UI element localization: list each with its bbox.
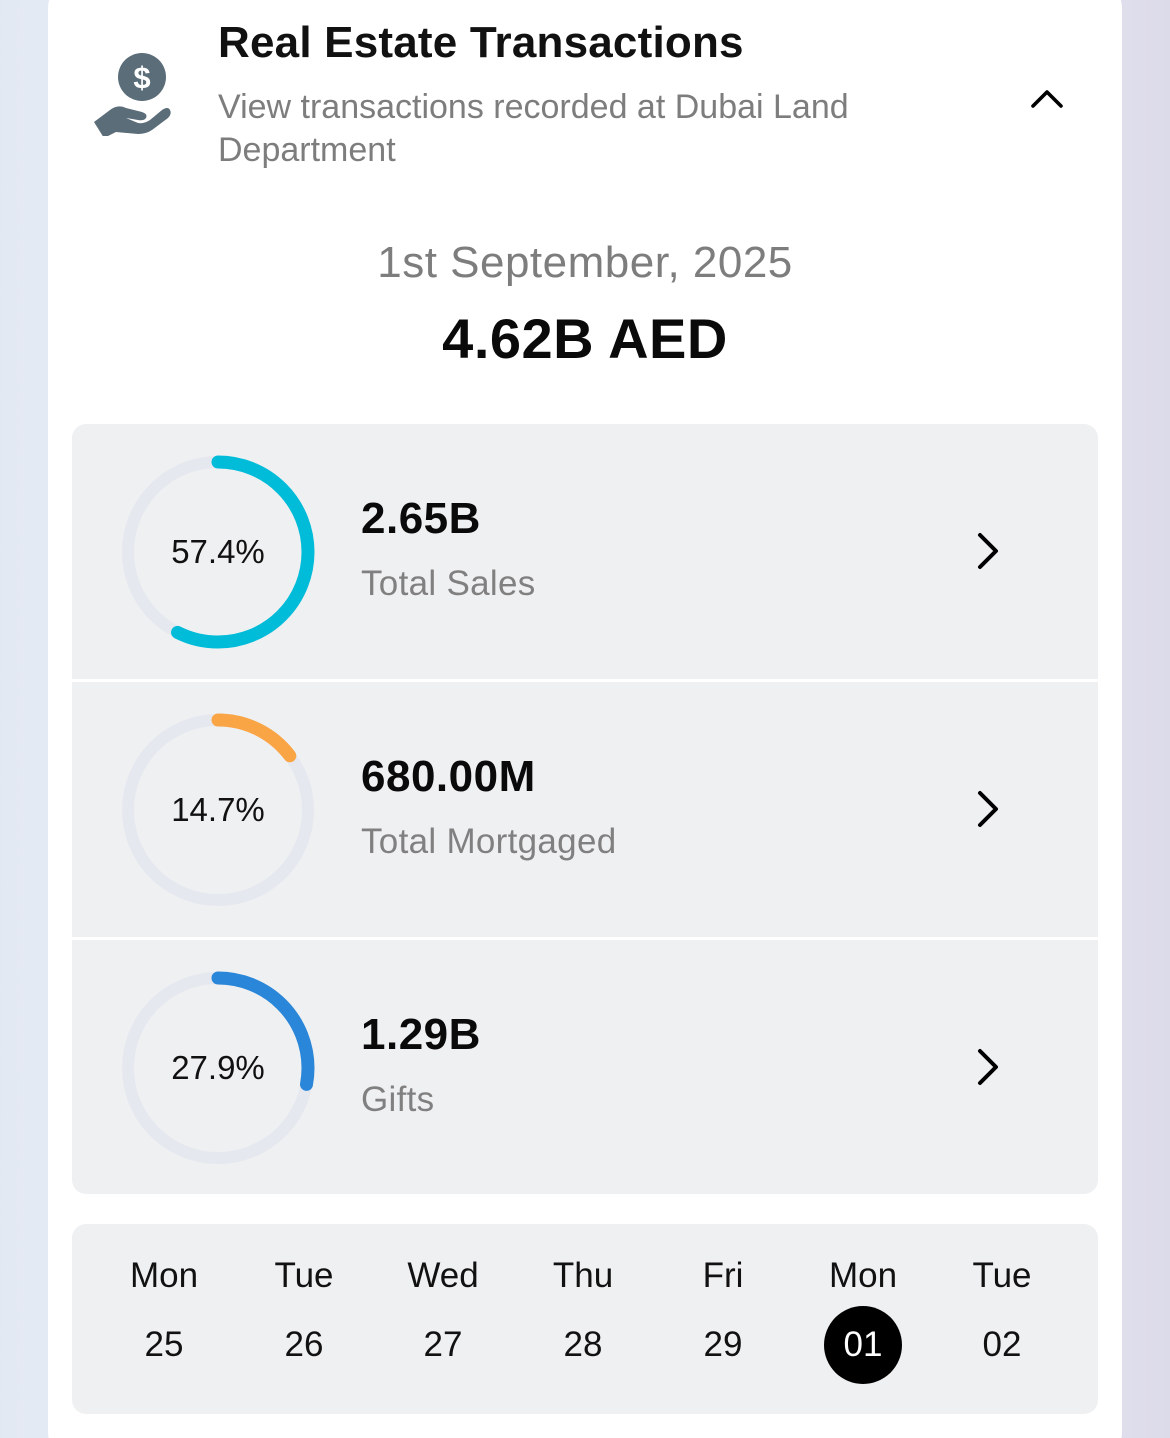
selected-date: 1st September, 2025	[377, 238, 793, 287]
day-number: 29	[703, 1325, 743, 1364]
card-header: $ Real Estate Transactions View transact…	[48, 0, 1122, 200]
day-number: 27	[423, 1325, 463, 1364]
day-number: 25	[144, 1325, 184, 1364]
day-item[interactable]: Mon 01	[813, 1224, 913, 1414]
divider	[72, 679, 1098, 682]
chevron-right-icon	[968, 528, 1008, 574]
day-number: 01	[824, 1306, 902, 1384]
chevron-up-icon	[1031, 90, 1063, 108]
percent-label: 27.9%	[171, 1049, 265, 1086]
collapse-button[interactable]	[1022, 78, 1072, 118]
day-name: Mon	[828, 1256, 898, 1295]
day-item[interactable]: Tue 26	[254, 1224, 354, 1414]
stat-label: Gifts	[361, 1080, 435, 1119]
card-title: Real Estate Transactions	[218, 18, 744, 67]
money-hand-icon: $	[94, 53, 171, 136]
day-name: Fri	[702, 1256, 744, 1295]
stat-label: Total Mortgaged	[361, 822, 617, 861]
stat-row-total-sales[interactable]: 57.4% 2.65B Total Sales	[72, 424, 1098, 679]
stat-value: 1.29B	[361, 1010, 481, 1059]
stat-label: Total Sales	[361, 564, 536, 603]
percent-label: 14.7%	[171, 791, 265, 828]
progress-ring	[121, 713, 315, 907]
transactions-card: $ Real Estate Transactions View transact…	[48, 0, 1122, 1438]
total-amount: 4.62B AED	[442, 307, 728, 370]
stats-panel: 57.4% 2.65B Total Sales 14.7% 680.00M To…	[72, 424, 1098, 1194]
day-item[interactable]: Thu 28	[533, 1224, 633, 1414]
day-name: Wed	[407, 1256, 479, 1295]
day-number: 02	[982, 1325, 1022, 1364]
day-number: 26	[284, 1325, 324, 1364]
svg-text:$: $	[133, 60, 150, 95]
day-number: 28	[563, 1325, 603, 1364]
chevron-right-icon	[968, 1044, 1008, 1090]
progress-ring	[121, 455, 315, 649]
day-selector: Mon 25 Tue 26 Wed 27 Thu 28 Fri 29 Mon 0…	[72, 1224, 1098, 1414]
day-name: Mon	[129, 1256, 199, 1295]
stat-row-gifts[interactable]: 27.9% 1.29B Gifts	[72, 940, 1098, 1194]
day-name: Tue	[274, 1256, 334, 1295]
divider	[72, 937, 1098, 940]
card-subtitle: View transactions recorded at Dubai Land…	[218, 88, 849, 169]
progress-ring	[121, 971, 315, 1165]
day-item[interactable]: Tue 02	[952, 1224, 1052, 1414]
percent-label: 57.4%	[171, 533, 265, 570]
day-item[interactable]: Mon 25	[114, 1224, 214, 1414]
day-name: Tue	[972, 1256, 1032, 1295]
stat-row-total-mortgaged[interactable]: 14.7% 680.00M Total Mortgaged	[72, 682, 1098, 937]
stat-value: 2.65B	[361, 494, 481, 543]
stat-value: 680.00M	[361, 752, 536, 801]
day-item[interactable]: Fri 29	[673, 1224, 773, 1414]
day-name: Thu	[552, 1256, 614, 1295]
chevron-right-icon	[968, 786, 1008, 832]
day-item[interactable]: Wed 27	[393, 1224, 493, 1414]
